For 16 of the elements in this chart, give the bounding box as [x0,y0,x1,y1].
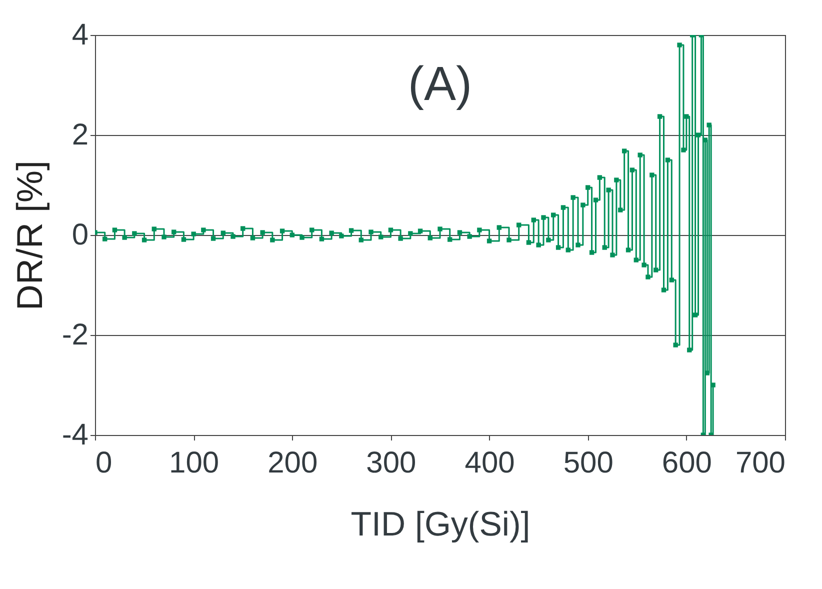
text: (A) [408,58,472,111]
x-tick-label: 700 [735,446,786,480]
x-tick-label: 600 [662,446,712,480]
y-tick-label: -2 [62,318,88,352]
x-tick-label: 300 [366,446,416,480]
x-tick-label: 100 [169,446,220,480]
y-tick-label: -4 [62,418,88,452]
y-axis-title: DR/R [%] [8,160,50,311]
y-tick-label: 4 [72,18,88,52]
x-tick-label: 200 [268,446,318,480]
x-tick-label: 500 [563,446,614,480]
x-tick-label: 400 [464,446,515,480]
x-tick-label: 0 [96,446,112,480]
y-tick-label: 0 [72,218,88,252]
y-tick-label: 2 [72,118,88,152]
x-axis-title: TID [Gy(Si)] [350,506,530,544]
